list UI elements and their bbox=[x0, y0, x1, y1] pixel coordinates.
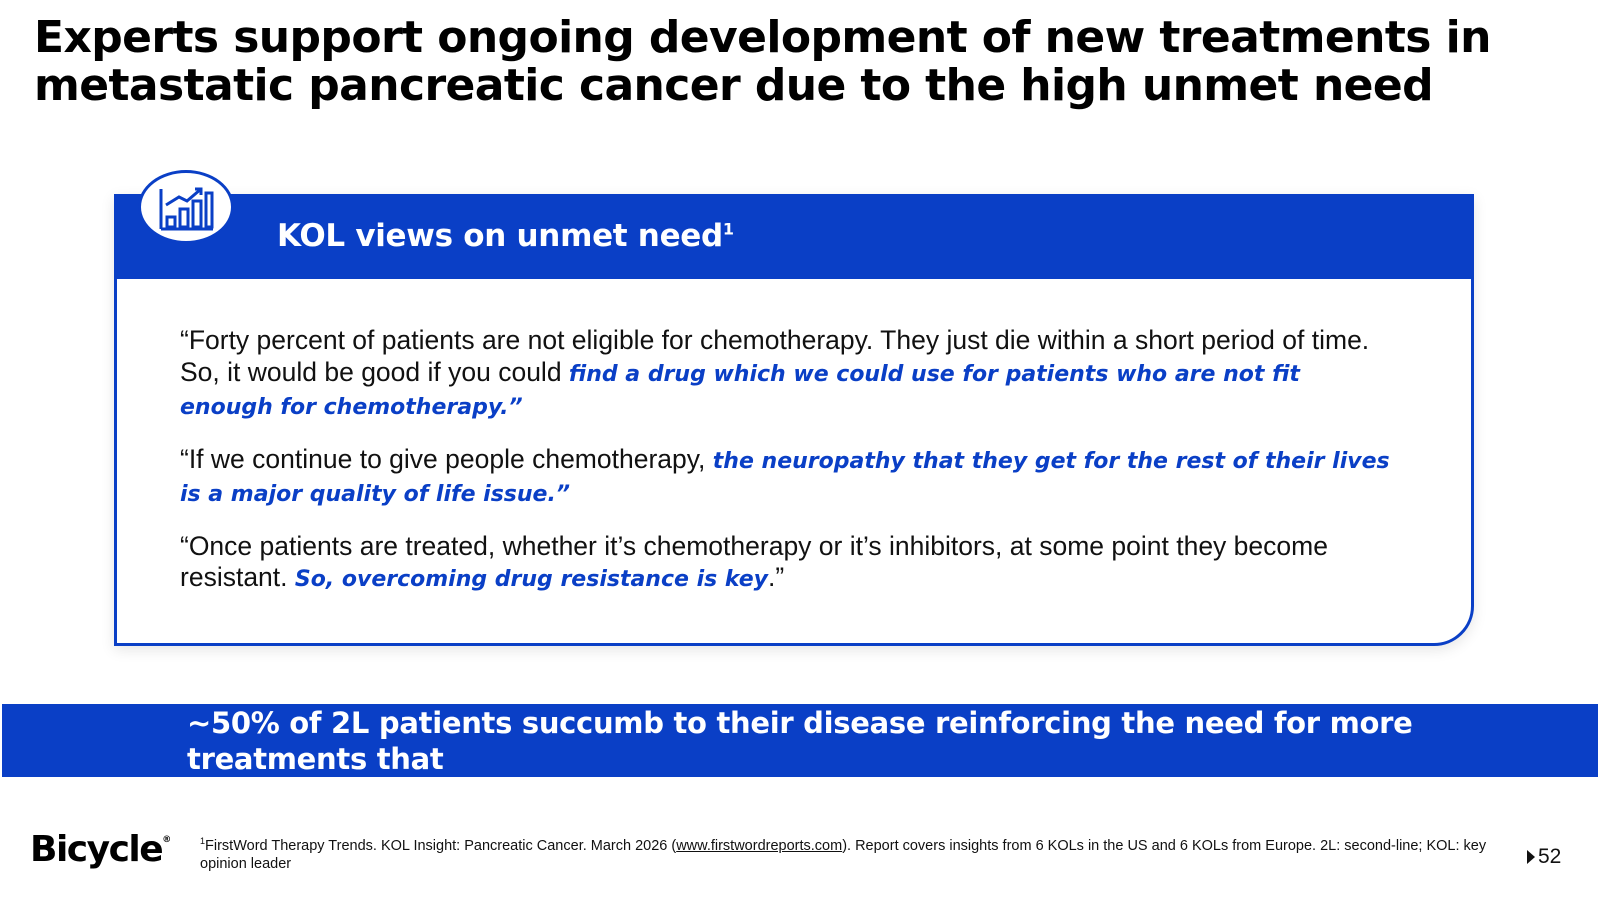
banner-line-1: ~50% of 2L patients succumb to their dis… bbox=[187, 706, 1413, 776]
quote-highlight: So, overcoming drug resistance is key bbox=[294, 567, 768, 592]
quote-highlight: the neuropathy that they get for the res… bbox=[180, 448, 1390, 508]
card-title: KOL views on unmet need1 bbox=[277, 218, 734, 254]
footnote-marker: 1 bbox=[200, 836, 206, 846]
quote-text: “Forty percent of patients are not eligi… bbox=[180, 325, 1370, 387]
quote-tail: .” bbox=[768, 562, 785, 592]
card-header: KOL views on unmet need1 bbox=[117, 197, 1471, 279]
source-link[interactable]: www.firstwordreports.com bbox=[676, 837, 843, 854]
key-message-banner: ~50% of 2L patients succumb to their dis… bbox=[2, 704, 1598, 812]
quote-2: “If we continue to give people chemother… bbox=[180, 444, 1400, 511]
company-logo: Bicycle® bbox=[30, 829, 172, 870]
card-title-footnote-marker: 1 bbox=[722, 219, 734, 239]
banner-line-2: can help patients live longer and live w… bbox=[464, 778, 1136, 812]
footnote-text-cont: ). Report covers insights from 6 KOLs in… bbox=[200, 837, 1487, 872]
kol-views-card: KOL views on unmet need1 bbox=[114, 194, 1474, 646]
quote-text: “If we continue to give people chemother… bbox=[180, 443, 713, 474]
footnote: 1FirstWord Therapy Trends. KOL Insight: … bbox=[200, 832, 1490, 873]
quotes-list: “Forty percent of patients are not eligi… bbox=[180, 325, 1400, 616]
registered-mark: ® bbox=[162, 835, 172, 845]
page-number: 52 bbox=[1538, 845, 1562, 868]
quote-highlight: find a drug which we could use for patie… bbox=[180, 361, 1300, 421]
quote-text: “Once patients are treated, whether it’s… bbox=[180, 530, 1328, 593]
quote-3: “Once patients are treated, whether it’s… bbox=[180, 531, 1400, 596]
play-arrow-icon bbox=[1527, 850, 1535, 864]
bar-chart-growth-icon bbox=[138, 170, 234, 244]
footnote-text: FirstWord Therapy Trends. KOL Insight: P… bbox=[205, 837, 677, 854]
slide-title: Experts support ongoing development of n… bbox=[34, 12, 1491, 111]
quote-1: “Forty percent of patients are not eligi… bbox=[180, 325, 1400, 424]
